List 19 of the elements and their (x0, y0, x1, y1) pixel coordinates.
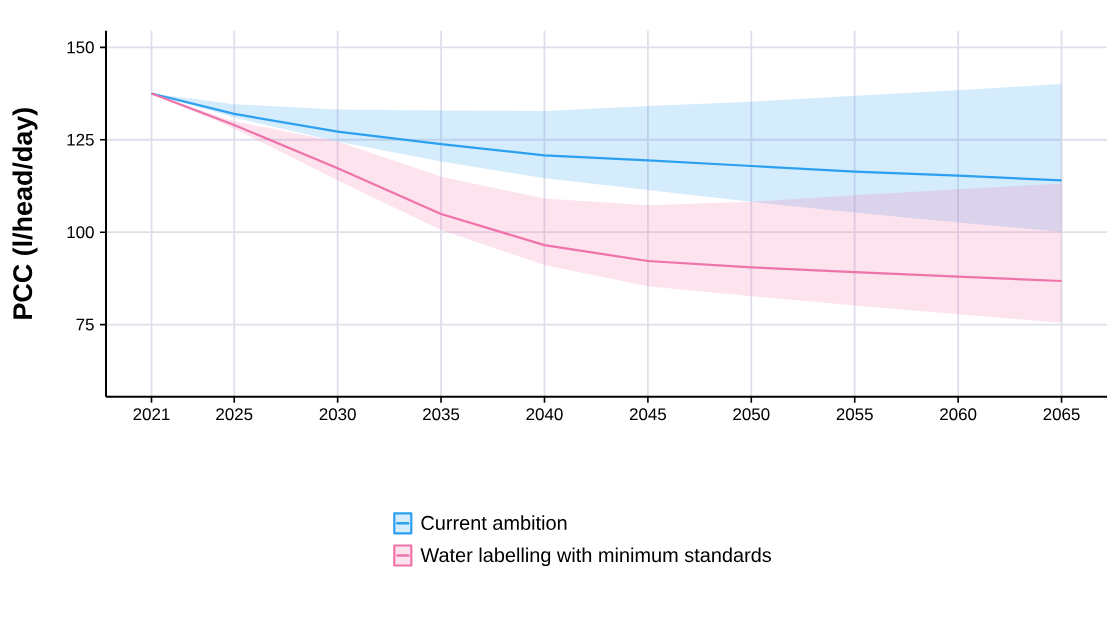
x-tick-label: 2060 (940, 408, 977, 421)
y-tick-label: 100 (67, 226, 94, 239)
x-tick-label: 2040 (526, 408, 563, 421)
x-tick-label: 2021 (133, 408, 170, 421)
y-tick-label: 125 (67, 133, 94, 146)
line-series (150, 92, 1063, 182)
x-tick-label: 2025 (216, 408, 253, 421)
x-tick-label: 2055 (836, 408, 873, 421)
x-tick-label: 2045 (629, 408, 666, 421)
line-series (150, 92, 1063, 283)
legend-label: Water labelling with minimum standards (420, 547, 772, 567)
legend-label: Current ambition (421, 515, 567, 530)
x-tick-label: 2030 (319, 408, 356, 421)
y-tick-label: 150 (67, 41, 94, 54)
y-tick-label: 75 (76, 318, 94, 331)
x-tick-label: 2035 (423, 408, 460, 421)
x-tick-label: 2065 (1043, 408, 1080, 421)
x-tick-label: 2050 (733, 408, 770, 421)
y-axis-title: PCC (l/head/day) (12, 108, 38, 319)
